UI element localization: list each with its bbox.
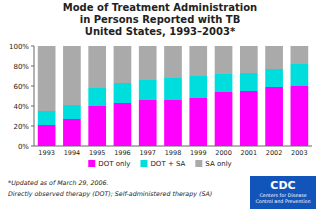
x-tick-label: 2000 (215, 149, 232, 157)
legend-item: SA only (195, 160, 231, 168)
bar-segment (114, 83, 132, 103)
y-tick (31, 146, 34, 147)
bar-segment (291, 86, 309, 146)
y-tick (31, 126, 34, 127)
logo-subtext-line: Centers for Disease (259, 193, 306, 198)
logo-subtext: Centers for DiseaseControl and Preventio… (255, 193, 310, 204)
bar-segment (139, 46, 157, 80)
title-line: in Persons Reported with TB (80, 14, 241, 25)
y-tick (31, 106, 34, 107)
x-tick-label: 1993 (38, 149, 55, 157)
bar-segment (291, 64, 309, 86)
x-tick-label: 1996 (114, 149, 131, 157)
legend: DOT only DOT + SA SA only (88, 160, 231, 168)
legend-item: DOT only (88, 160, 130, 168)
bar-segment (114, 103, 132, 146)
y-tick-label: 0% (18, 143, 29, 151)
bar-segment (139, 80, 157, 100)
bar-segment (215, 92, 233, 146)
bar-segment (240, 73, 258, 91)
x-tick-label: 1994 (64, 149, 81, 157)
bar-segment (88, 88, 106, 106)
bar-segment (215, 46, 233, 74)
legend-swatch (88, 160, 95, 167)
bar-segment (164, 46, 182, 78)
x-tick-label: 1997 (139, 149, 156, 157)
bar-segment (265, 46, 283, 69)
y-tick (31, 46, 34, 47)
y-tick-label: 60% (13, 83, 29, 91)
bar-segment (114, 46, 132, 83)
title: Mode of Treatment Administrationin Perso… (63, 2, 257, 37)
bar-segment (240, 46, 258, 73)
bar-segment (189, 98, 207, 146)
footnote: Directly observed therapy (DOT); Self-ad… (8, 190, 212, 198)
bar-segment (164, 100, 182, 146)
y-tick (31, 66, 34, 67)
logo-box (250, 176, 316, 209)
footnote: *Updated as of March 29, 2006. (8, 179, 109, 187)
bar-segment (88, 106, 106, 146)
bar-segment (88, 46, 106, 88)
bar-segment (63, 119, 81, 146)
legend-label: DOT only (98, 160, 130, 168)
legend-swatch (140, 160, 147, 167)
bar-segment (38, 111, 56, 125)
bar-segment (240, 91, 258, 146)
bar-segment (291, 46, 309, 64)
x-tick-label: 1999 (190, 149, 207, 157)
legend-item: DOT + SA (140, 160, 185, 168)
chart: Mode of Treatment Administrationin Perso… (0, 0, 320, 213)
y-axis (34, 46, 35, 146)
bar-segment (63, 105, 81, 119)
x-tick-label: 2001 (241, 149, 258, 157)
y-tick-label: 40% (13, 103, 29, 111)
bars (38, 46, 308, 146)
bar-segment (38, 125, 56, 146)
bar-segment (38, 46, 56, 111)
bar-segment (215, 74, 233, 92)
title-line: United States, 1993–2003* (85, 26, 236, 37)
legend-label: DOT + SA (150, 160, 185, 168)
bar-segment (265, 87, 283, 146)
x-tick-label: 1998 (165, 149, 182, 157)
logo-subtext-line: Control and Prevention (255, 199, 310, 204)
bar-segment (189, 46, 207, 76)
bar-segment (164, 78, 182, 100)
bar-segment (139, 100, 157, 146)
y-tick (31, 86, 34, 87)
bar-segment (265, 69, 283, 87)
x-axis (34, 146, 312, 147)
legend-label: SA only (205, 160, 231, 168)
legend-swatch (195, 160, 202, 167)
bar-segment (189, 76, 207, 98)
x-tick-label: 1995 (89, 149, 106, 157)
logo-text: CDC (270, 179, 295, 192)
title-line: Mode of Treatment Administration (63, 2, 257, 13)
bar-segment (63, 46, 81, 105)
y-tick-label: 80% (13, 63, 29, 71)
y-tick-label: 100% (9, 43, 29, 51)
x-tick-label: 2003 (291, 149, 308, 157)
y-tick-label: 20% (13, 123, 29, 131)
x-tick-label: 2002 (266, 149, 283, 157)
